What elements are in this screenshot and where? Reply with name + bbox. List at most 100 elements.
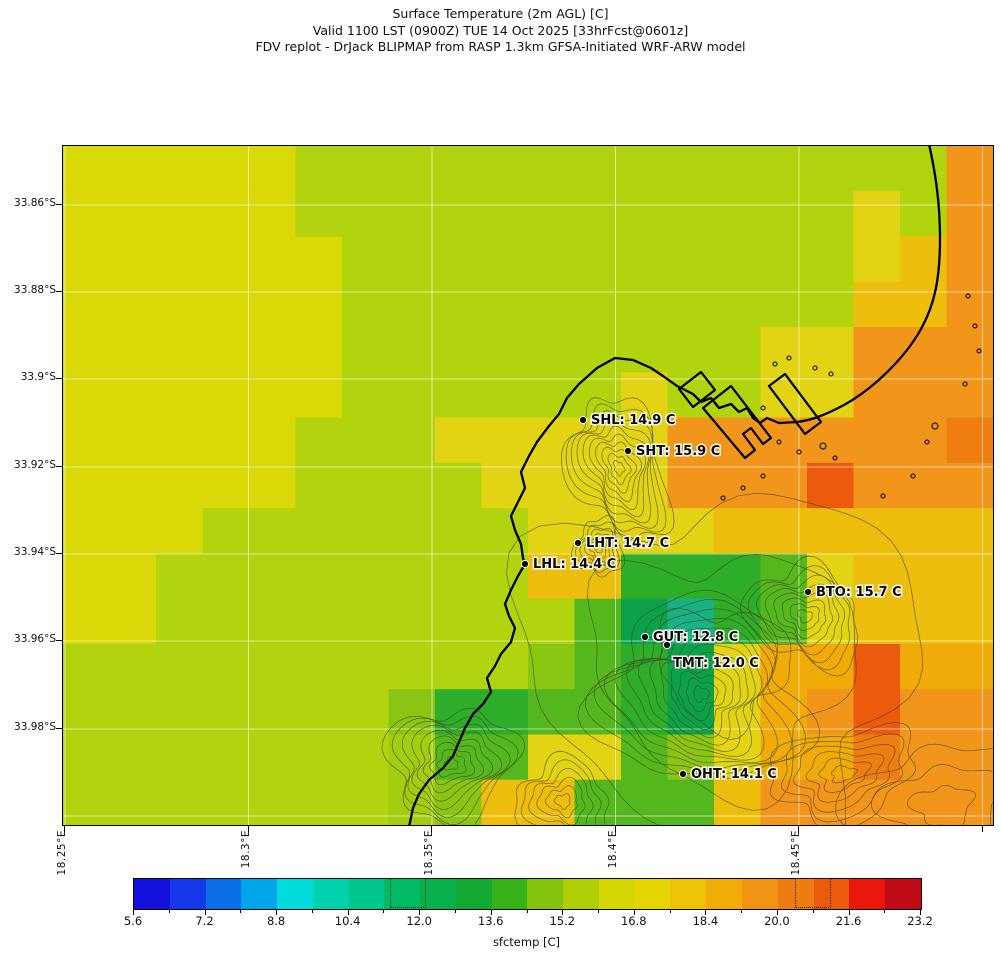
x-tick-label: 18.25°E: [56, 830, 68, 876]
y-tick-label: 33.88°S: [14, 284, 56, 296]
colorbar-tick-label: 10.4: [334, 914, 361, 928]
plot-title: Surface Temperature (2m AGL) [C]: [392, 6, 609, 21]
x-tick: [64, 826, 65, 832]
y-tick: [56, 640, 62, 641]
colorbar-tick: [204, 910, 206, 915]
station-sht: SHT: 15.9 C: [623, 443, 722, 461]
x-tick-label: 18.45°E: [790, 830, 802, 876]
coastline: [408, 146, 942, 825]
colorbar-tick: [419, 910, 421, 915]
station-label: SHT: 15.9 C: [636, 444, 720, 459]
title-block: Surface Temperature (2m AGL) [C] Valid 1…: [0, 6, 1001, 56]
colorbar-tick-label: 15.2: [549, 914, 576, 928]
y-tick-label: 33.94°S: [14, 546, 56, 558]
colorbar-tick: [311, 910, 313, 913]
y-tick-label: 33.92°S: [14, 459, 56, 471]
y-tick-label: 33.9°S: [20, 371, 56, 383]
station-label: SHL: 14.9 C: [591, 413, 675, 428]
colorbar-segment: [241, 879, 278, 909]
colorbar-segment: [885, 879, 921, 909]
station-label: BTO: 15.7 C: [816, 585, 902, 600]
colorbar-tick: [276, 910, 278, 915]
colorbar-segment: [205, 879, 242, 909]
colorbar-segment: [491, 879, 528, 909]
station-label: OHT: 14.1 C: [691, 767, 777, 782]
y-tick: [56, 291, 62, 292]
y-tick: [56, 553, 62, 554]
colorbar-title: sfctemp [C]: [492, 935, 561, 949]
colorbar-tick: [240, 910, 242, 913]
colorbar-segment: [813, 879, 850, 909]
colorbar-segment: [312, 879, 349, 909]
x-tick-label: 18.35°E: [423, 830, 435, 876]
station-lhl: LHL: 14.4 C: [520, 556, 618, 574]
colorbar-tick-label: 18.4: [692, 914, 719, 928]
colorbar-tick: [383, 910, 385, 913]
colorbar-tick-label: 5.6: [123, 914, 143, 928]
station-dot: [573, 538, 583, 548]
station-gut: GUT: 12.8 C: [640, 629, 740, 647]
colorbar-segment: [598, 879, 635, 909]
colorbar-segment: [348, 879, 385, 909]
x-tick-label: 18.3°E: [239, 830, 252, 869]
station-dot: [803, 587, 813, 597]
colorbar-tick: [669, 910, 671, 913]
y-tick: [56, 466, 62, 467]
colorbar-tick: [526, 910, 528, 913]
coastal-rocks: [720, 293, 982, 501]
colorbar-segment: [634, 879, 671, 909]
colorbar-segment: [420, 879, 456, 909]
colorbar-tick: [490, 910, 492, 915]
y-tick: [56, 378, 62, 379]
station-oht: OHT: 14.1 C: [678, 766, 778, 784]
colorbar-tick: [705, 910, 707, 915]
colorbar-segment: [134, 879, 170, 909]
plot-valid-time: Valid 1100 LST (0900Z) TUE 14 Oct 2025 […: [312, 22, 689, 38]
colorbar: [133, 878, 922, 910]
station-shl: SHL: 14.9 C: [578, 412, 677, 430]
colorbar-segment: [169, 879, 206, 909]
colorbar-tick: [812, 910, 814, 913]
map-svg: SHL: 14.9 C SHT: 15.9 C LHT: 14.7 C LHL: 14…: [63, 146, 993, 825]
temperature-raster: [63, 146, 993, 825]
colorbar-tick-label: 12.0: [406, 914, 432, 928]
colorbar-tick: [598, 910, 599, 913]
colorbar-tick: [455, 910, 456, 913]
colorbar-tick: [133, 910, 134, 915]
x-tick: [798, 826, 799, 832]
harbor-piers: [677, 370, 823, 460]
colorbar-tick: [562, 910, 564, 915]
y-tick-label: 33.86°S: [14, 197, 56, 209]
colorbar-tick: [884, 910, 886, 913]
colorbar-tick: [741, 910, 743, 913]
station-label: LHT: 14.7 C: [586, 536, 669, 551]
station-dot: [678, 769, 688, 779]
colorbar-range-marker: [794, 878, 831, 908]
station-dot: [578, 415, 588, 425]
station-bto: BTO: 15.7 C: [803, 584, 903, 602]
station-lht: LHT: 14.7 C: [573, 535, 671, 553]
x-tick: [247, 826, 249, 832]
colorbar-tick-label: 21.6: [835, 914, 862, 928]
station-label: GUT: 12.8 C: [653, 630, 738, 645]
y-tick-label: 33.98°S: [14, 721, 56, 733]
y-tick: [56, 728, 62, 729]
station-dot: [623, 446, 633, 456]
colorbar-tick-label: 13.6: [477, 914, 504, 928]
colorbar-tick-label: 20.0: [764, 914, 790, 928]
station-label: LHL: 14.4 C: [533, 557, 616, 572]
colorbar-tick: [168, 910, 170, 913]
colorbar-segment: [277, 879, 313, 909]
colorbar-tick: [633, 910, 635, 915]
x-tick: [431, 826, 432, 832]
colorbar-segment: [670, 879, 707, 909]
colorbar-tick-label: 7.2: [195, 914, 214, 928]
colorbar-tick: [920, 910, 921, 915]
colorbar-tick: [776, 910, 778, 915]
latlon-gridlines: [63, 146, 993, 825]
x-tick: [614, 826, 616, 832]
colorbar-segment: [706, 879, 743, 909]
colorbar-range-marker: [390, 878, 426, 908]
y-tick: [56, 204, 62, 205]
colorbar-tick-label: 23.2: [907, 914, 933, 928]
